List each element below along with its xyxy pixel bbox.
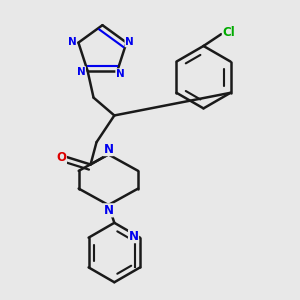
Text: N: N — [128, 230, 139, 243]
Text: O: O — [56, 151, 66, 164]
Text: N: N — [125, 37, 134, 47]
Text: N: N — [77, 67, 85, 77]
Text: Cl: Cl — [222, 26, 235, 39]
Text: N: N — [103, 142, 113, 156]
Text: N: N — [103, 204, 113, 217]
Text: N: N — [68, 37, 76, 47]
Text: N: N — [116, 69, 124, 79]
